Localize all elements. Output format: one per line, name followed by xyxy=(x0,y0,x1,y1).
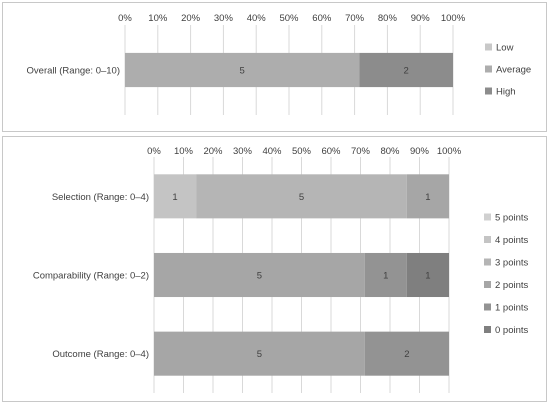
x-tick-label: 70% xyxy=(351,146,371,157)
bar-segment xyxy=(359,52,453,88)
x-tick-label: 40% xyxy=(247,13,267,24)
x-tick-label: 0% xyxy=(147,146,161,157)
x-tick-label: 80% xyxy=(380,146,400,157)
legend-label: 2 points xyxy=(495,280,529,291)
category-label: Comparability (Range: 0–2) xyxy=(33,271,149,282)
bar-segment xyxy=(125,52,360,88)
legend-label: High xyxy=(496,87,516,98)
x-tick-label: 40% xyxy=(262,146,282,157)
domain-chart: 0% 10% 20% 30% 40% 50% 60% 70% 80% 90% 100% Selecti… xyxy=(33,146,529,393)
bar-segment xyxy=(364,331,449,376)
legend-label: 1 points xyxy=(495,303,529,314)
bar-segment xyxy=(196,174,407,219)
x-tick-label: 10% xyxy=(174,146,194,157)
x-tick-label: 100% xyxy=(437,146,462,157)
data-label: 5 xyxy=(239,66,244,77)
legend-label: 3 points xyxy=(495,258,529,269)
data-label: 1 xyxy=(172,192,177,203)
data-label: 1 xyxy=(425,271,430,282)
legend-label: 4 points xyxy=(495,235,529,246)
legend-swatch xyxy=(484,213,491,221)
bar-segment xyxy=(154,252,365,298)
x-tick-label: 20% xyxy=(181,13,201,24)
data-label: 5 xyxy=(299,192,304,203)
legend-swatch xyxy=(484,281,491,288)
legend: 5 points 4 points 3 points 2 points 1 points… xyxy=(484,213,529,336)
data-label: 1 xyxy=(425,192,430,203)
legend-label: Average xyxy=(496,65,531,76)
legend-swatch xyxy=(484,303,491,311)
domain-chart-panel: 0% 10% 20% 30% 40% 50% 60% 70% 80% 90% 100% Selecti… xyxy=(2,136,547,402)
bars xyxy=(125,52,453,88)
x-tick-label: 70% xyxy=(345,13,365,24)
bar-segment xyxy=(406,174,449,219)
legend-label: 0 points xyxy=(495,325,529,336)
x-tick-label: 80% xyxy=(378,13,398,24)
category-labels: Selection (Range: 0–4) Comparability (Ran… xyxy=(33,192,149,360)
data-label: 2 xyxy=(404,349,409,360)
legend-swatch xyxy=(485,87,492,95)
x-tick-label: 50% xyxy=(292,146,312,157)
legend-swatch xyxy=(485,43,492,51)
overall-chart-panel: 0% 10% 20% 30% 40% 50% 60% 70% 80% 90% 100% Overall… xyxy=(2,2,547,132)
x-tick-label: 30% xyxy=(233,146,253,157)
x-tick-label: 50% xyxy=(279,13,299,24)
bar-segment xyxy=(154,331,365,376)
bars xyxy=(154,174,449,376)
legend-label: Low xyxy=(496,43,514,54)
data-label: 5 xyxy=(257,271,262,282)
x-tick-label: 60% xyxy=(321,146,341,157)
legend-swatch xyxy=(485,65,492,73)
overall-chart: 0% 10% 20% 30% 40% 50% 60% 70% 80% 90% 100% Overall… xyxy=(27,13,531,115)
data-labels: 1 5 1 5 1 1 5 2 xyxy=(172,192,430,360)
legend: Low Average High xyxy=(485,43,531,98)
legend-label: 5 points xyxy=(495,213,529,224)
x-tick-label: 10% xyxy=(148,13,168,24)
category-label: Selection (Range: 0–4) xyxy=(52,192,149,203)
category-label: Overall (Range: 0–10) xyxy=(27,66,120,77)
x-tick-label: 60% xyxy=(312,13,332,24)
category-label: Outcome (Range: 0–4) xyxy=(52,349,149,360)
data-label: 1 xyxy=(383,271,388,282)
legend-swatch xyxy=(484,258,491,266)
x-tick-labels: 0% 10% 20% 30% 40% 50% 60% 70% 80% 90% 100% xyxy=(147,146,462,157)
data-label: 5 xyxy=(257,349,262,360)
bar-segment xyxy=(154,174,197,219)
x-tick-label: 0% xyxy=(118,13,132,24)
x-tick-label: 30% xyxy=(214,13,234,24)
x-tick-labels: 0% 10% 20% 30% 40% 50% 60% 70% 80% 90% 100% xyxy=(118,13,466,24)
x-tick-label: 90% xyxy=(411,13,431,24)
x-tick-label: 90% xyxy=(410,146,430,157)
legend-swatch xyxy=(484,236,491,243)
legend-swatch xyxy=(484,326,491,333)
category-labels: Overall (Range: 0–10) xyxy=(27,66,120,77)
x-tick-label: 20% xyxy=(203,146,223,157)
bar-segment xyxy=(364,252,407,298)
bar-segment xyxy=(406,252,449,298)
data-label: 2 xyxy=(403,66,408,77)
x-tick-label: 100% xyxy=(441,13,466,24)
